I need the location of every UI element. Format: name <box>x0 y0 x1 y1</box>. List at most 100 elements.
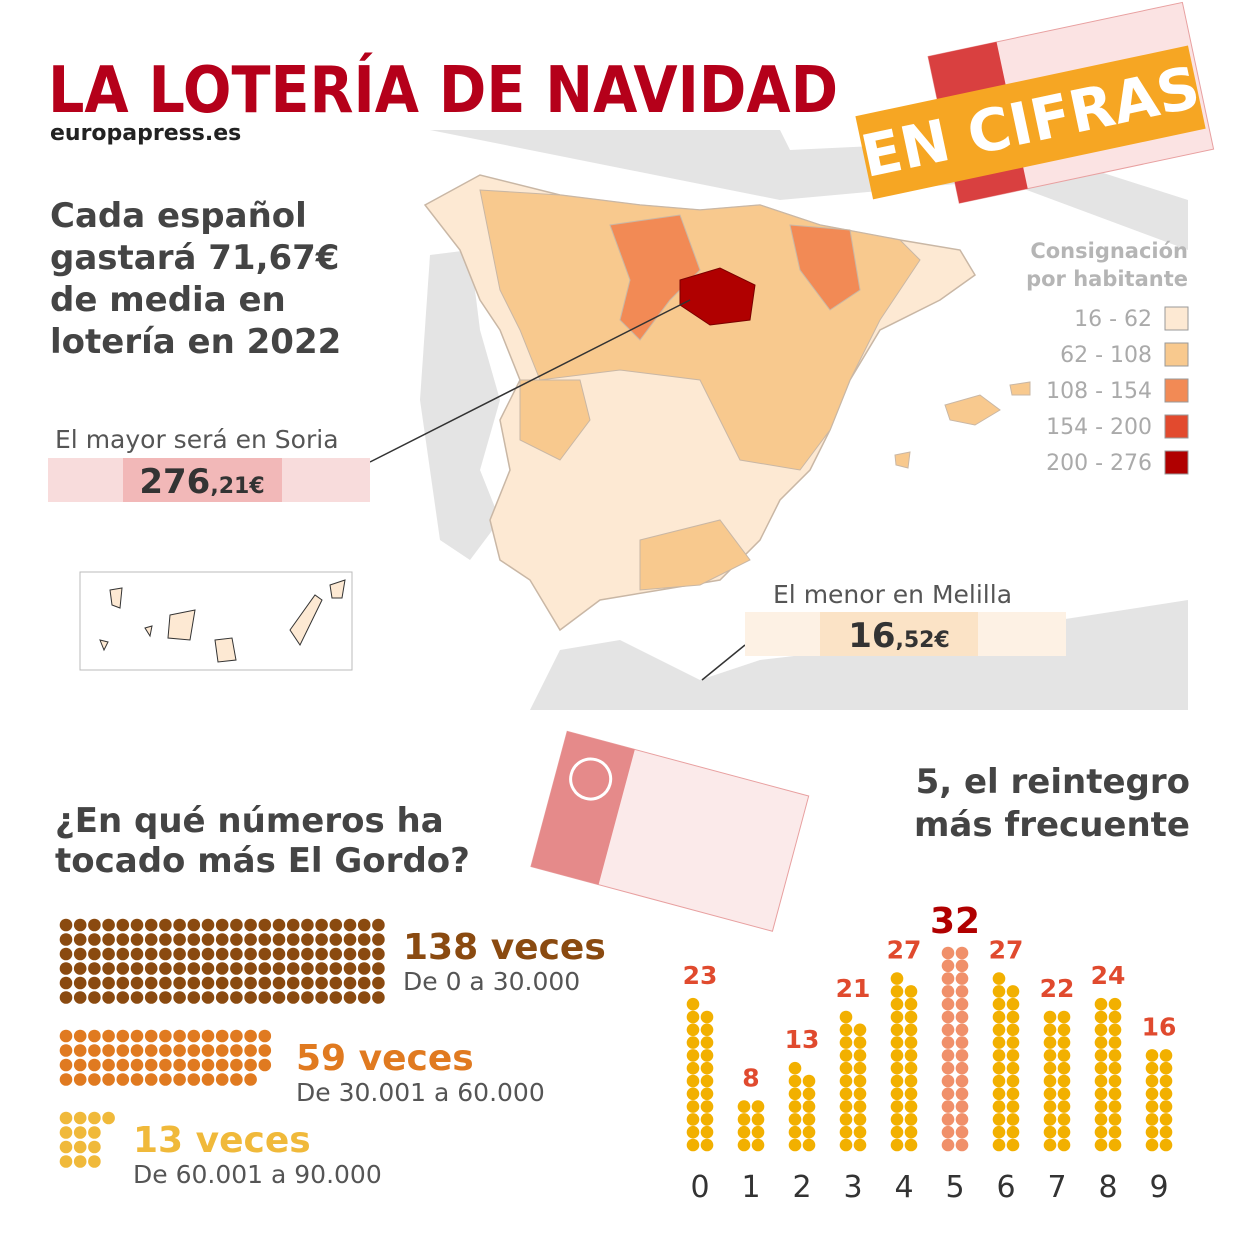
dot <box>839 1023 853 1037</box>
dot <box>1057 1113 1071 1126</box>
dot <box>839 1036 853 1049</box>
dot <box>159 1044 172 1057</box>
dot <box>890 1036 904 1049</box>
unit: veces <box>196 1120 311 1161</box>
dot <box>904 1125 918 1139</box>
legend-swatch <box>1164 414 1189 439</box>
dot <box>372 933 385 946</box>
dot <box>686 1138 700 1152</box>
dot <box>839 1049 853 1062</box>
dot <box>59 962 73 975</box>
dot <box>215 1073 229 1086</box>
dot <box>1094 1049 1108 1062</box>
dot <box>187 976 201 990</box>
question-line: ¿En qué números ha <box>55 801 444 841</box>
headline-line: de media en <box>50 280 286 320</box>
x-tick-label: 7 <box>1047 1170 1066 1205</box>
dot <box>955 946 969 960</box>
dot <box>315 918 328 932</box>
dot <box>700 1023 714 1037</box>
dot <box>102 1111 115 1125</box>
dot <box>904 1074 918 1088</box>
dot <box>1043 1125 1057 1139</box>
dot <box>890 1010 904 1024</box>
dot <box>159 947 172 961</box>
dot <box>737 1125 751 1139</box>
dot <box>215 947 229 961</box>
dot <box>700 1138 714 1152</box>
legend-title: Consignación <box>1030 239 1188 263</box>
dot <box>187 991 201 1004</box>
count: 13 <box>133 1120 183 1161</box>
callout-highlight <box>820 612 978 656</box>
count: 138 <box>403 927 478 968</box>
value-label: 8 <box>742 1064 759 1093</box>
dot <box>853 1087 867 1101</box>
dot <box>1006 1100 1020 1113</box>
dot <box>955 1049 969 1062</box>
dot <box>1094 1061 1108 1075</box>
dot <box>329 918 343 932</box>
dot <box>144 991 158 1004</box>
dot <box>343 933 357 946</box>
dot <box>73 1155 87 1168</box>
dot <box>1057 1010 1071 1024</box>
dot <box>116 933 130 946</box>
dot <box>1145 1049 1159 1062</box>
dot <box>1043 1036 1057 1049</box>
dot <box>159 918 172 932</box>
dot <box>59 1073 73 1086</box>
dot <box>244 962 257 975</box>
dot <box>955 1125 969 1139</box>
callout-label: El menor en Melilla <box>773 580 1012 609</box>
dot <box>201 962 215 975</box>
dot-column <box>1145 1049 1173 1152</box>
dot <box>1094 1010 1108 1024</box>
dot <box>992 1113 1006 1126</box>
dot <box>1094 1074 1108 1088</box>
leader-line <box>369 299 691 463</box>
dot <box>890 1100 904 1113</box>
chart-title: más frecuente <box>914 805 1190 845</box>
dot <box>1057 1100 1071 1113</box>
dot <box>1057 1023 1071 1037</box>
dot <box>173 933 186 946</box>
dot <box>159 1058 172 1072</box>
value-label: 32 <box>930 901 980 942</box>
dot <box>73 1140 87 1154</box>
dot <box>187 1073 201 1086</box>
dot <box>700 1087 714 1101</box>
dot <box>1108 1036 1122 1049</box>
dot <box>1108 1049 1122 1062</box>
dot <box>1057 1074 1071 1088</box>
dot <box>201 933 215 946</box>
dot <box>839 1138 853 1152</box>
dot-column <box>1043 1010 1071 1152</box>
dot <box>802 1074 816 1088</box>
x-tick-label: 0 <box>690 1170 709 1205</box>
x-tick-label: 1 <box>741 1170 760 1205</box>
dot <box>1159 1049 1173 1062</box>
dot <box>1145 1125 1159 1139</box>
dot <box>230 1044 243 1057</box>
dot <box>1159 1074 1173 1088</box>
dot <box>73 918 87 932</box>
dot <box>329 962 343 975</box>
dot <box>372 976 385 990</box>
dot <box>343 918 357 932</box>
dot <box>88 1140 101 1154</box>
dot <box>343 976 357 990</box>
dot <box>955 1061 969 1075</box>
dot <box>59 918 73 932</box>
dot-column <box>737 1100 765 1152</box>
dot <box>88 1044 101 1057</box>
dot <box>839 1087 853 1101</box>
dot <box>73 1029 87 1043</box>
dot <box>315 933 328 946</box>
dot <box>1006 1061 1020 1075</box>
globe <box>569 757 613 801</box>
callout-label: El mayor será en Soria <box>55 425 339 454</box>
regions-62-108 <box>519 379 751 591</box>
